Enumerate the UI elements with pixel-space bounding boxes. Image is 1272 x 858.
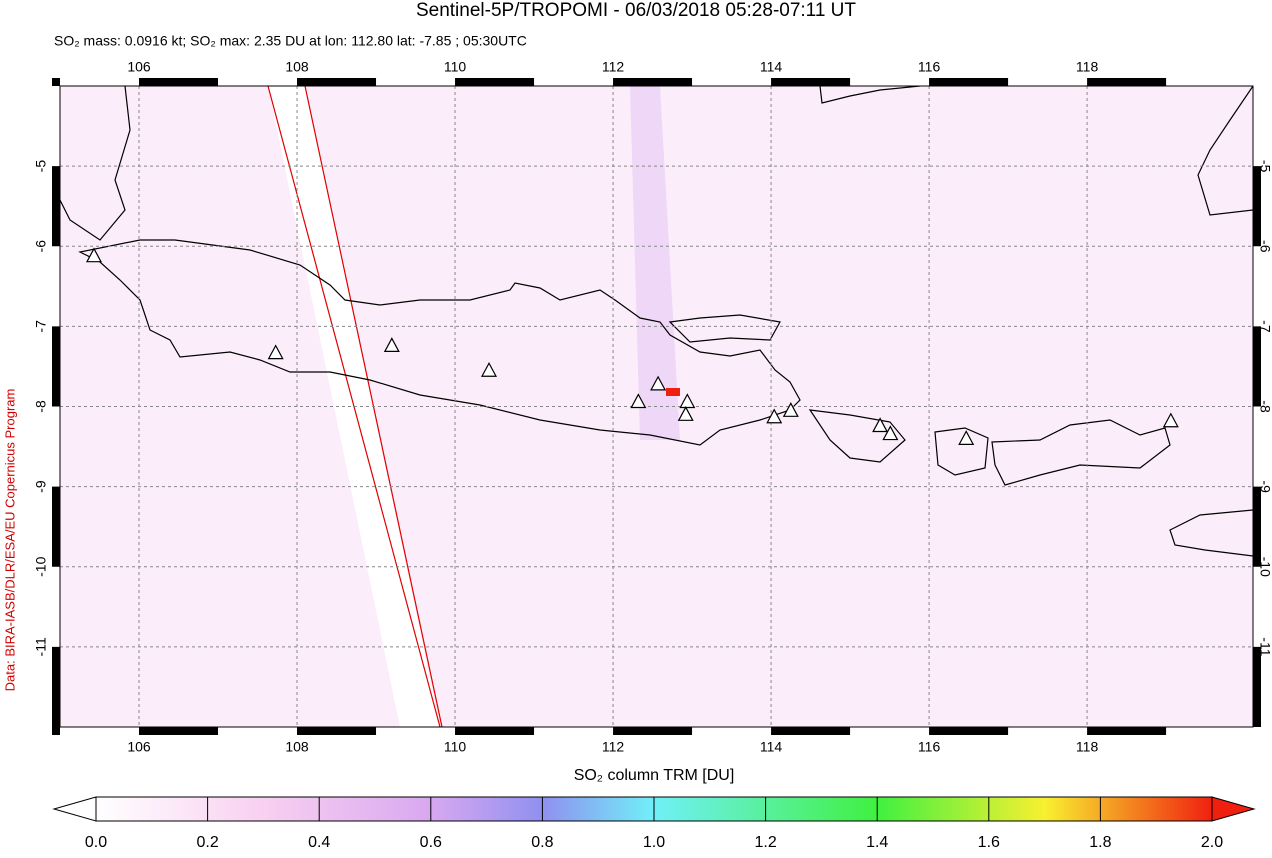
y-tick-label: -6 (33, 240, 49, 253)
x-tick-label: 114 (760, 739, 783, 755)
y-tick-label: -8 (33, 400, 49, 413)
x-tick-label: 112 (602, 739, 625, 755)
colorbar-tick-label: 0.8 (531, 834, 553, 851)
colorbar-tick-label: 1.0 (643, 834, 665, 851)
y-tick-label: -8 (1257, 400, 1272, 413)
volcano (383, 337, 400, 353)
x-tick-label: 110 (444, 59, 467, 75)
frame-segment (613, 727, 693, 735)
x-tick-label: 108 (285, 59, 309, 75)
so2-hotspot (666, 388, 680, 396)
y-tick-label: -9 (1257, 480, 1272, 493)
colorbar-tick-label: 1.2 (754, 834, 776, 851)
y-tick-label: -10 (1257, 557, 1272, 577)
subtitle: SO₂ mass: 0.0916 kt; SO₂ max: 2.35 DU at… (54, 33, 527, 49)
frame-segment (139, 727, 219, 735)
coastline (668, 314, 781, 343)
frame-segment (52, 326, 60, 407)
volcano (1162, 412, 1179, 428)
coastline (934, 427, 989, 476)
x-tick-label: 108 (285, 739, 309, 755)
y-tick-label: -7 (33, 320, 49, 333)
frame-segment (455, 727, 535, 735)
frame-segment (1253, 646, 1261, 727)
y-tick-label: -5 (33, 160, 49, 173)
frame-segment (1253, 326, 1261, 407)
volcano (958, 430, 975, 445)
volcano (782, 402, 799, 417)
volcano (872, 417, 889, 433)
y-tick-label: -5 (1257, 160, 1272, 173)
frame-segment (771, 727, 851, 735)
colorbar-tick-label: 0.2 (196, 834, 218, 851)
y-tick-label: -7 (1257, 320, 1272, 333)
y-tick-label: -9 (33, 480, 49, 493)
coastline (1197, 86, 1253, 216)
y-tick-label: -11 (33, 637, 49, 656)
frame-segment (771, 78, 851, 86)
frame-segment (139, 78, 219, 86)
colorbar-tick-label: 1.8 (1089, 834, 1111, 851)
y-tick-label: -11 (1257, 637, 1272, 656)
coastline (1169, 509, 1253, 557)
colorbar-min-arrow (52, 796, 97, 822)
y-tick-label: -6 (1257, 240, 1272, 253)
volcano (85, 247, 102, 263)
plume-area (630, 86, 680, 440)
volcano (679, 393, 696, 409)
coastline (819, 86, 921, 104)
x-tick-label: 116 (918, 59, 941, 75)
frame-segment (52, 78, 60, 86)
x-tick-label: 116 (918, 739, 941, 755)
volcano (650, 375, 667, 391)
frame-segment (1087, 727, 1167, 735)
colorbar-tick-label: 1.6 (978, 834, 1000, 851)
frame-segment (929, 727, 1009, 735)
coastline (78, 239, 801, 446)
frame-segment (1087, 78, 1167, 86)
map-layer (60, 86, 1253, 727)
colorbar-tick-label: 0.0 (85, 834, 107, 851)
x-tick-label: 112 (602, 59, 625, 75)
volcano (267, 344, 284, 360)
coastline (808, 409, 906, 463)
volcano (630, 393, 647, 409)
x-tick-label: 118 (1076, 739, 1099, 755)
x-tick-label: 110 (444, 739, 467, 755)
credit: Data: BIRA-IASB/DLR/ESA/EU Copernicus Pr… (2, 389, 17, 692)
frame-segment (929, 78, 1009, 86)
x-tick-label: 118 (1076, 59, 1099, 75)
volcano (677, 406, 694, 421)
colorbar-max-arrow (1211, 796, 1256, 822)
frame-segment (1253, 486, 1261, 567)
y-tick-label: -10 (33, 556, 49, 576)
frame-segment (1253, 166, 1261, 247)
title: Sentinel-5P/TROPOMI - 06/03/2018 05:28-0… (416, 0, 856, 21)
frame-segment (52, 486, 60, 567)
coastline (60, 86, 131, 241)
volcano (882, 425, 899, 441)
frame-segment (455, 78, 535, 86)
volcano (766, 408, 783, 424)
coastline (991, 419, 1171, 486)
colorbar-tick-label: 0.6 (420, 834, 442, 851)
colorbar-label: SO₂ column TRM [DU] (574, 767, 735, 784)
frame-segment (297, 727, 377, 735)
frame-segment (52, 727, 60, 735)
colorbar-tick-label: 1.4 (866, 834, 888, 851)
colorbar-tick-label: 0.4 (308, 834, 330, 851)
x-tick-label: 106 (127, 739, 151, 755)
frame-segment (52, 166, 60, 247)
frame-segment (613, 78, 693, 86)
x-tick-label: 106 (127, 59, 151, 75)
x-tick-label: 114 (760, 59, 783, 75)
colorbar-tick-label: 2.0 (1201, 834, 1223, 851)
frame-segment (52, 646, 60, 727)
frame-segment (297, 78, 377, 86)
volcano (481, 361, 498, 377)
